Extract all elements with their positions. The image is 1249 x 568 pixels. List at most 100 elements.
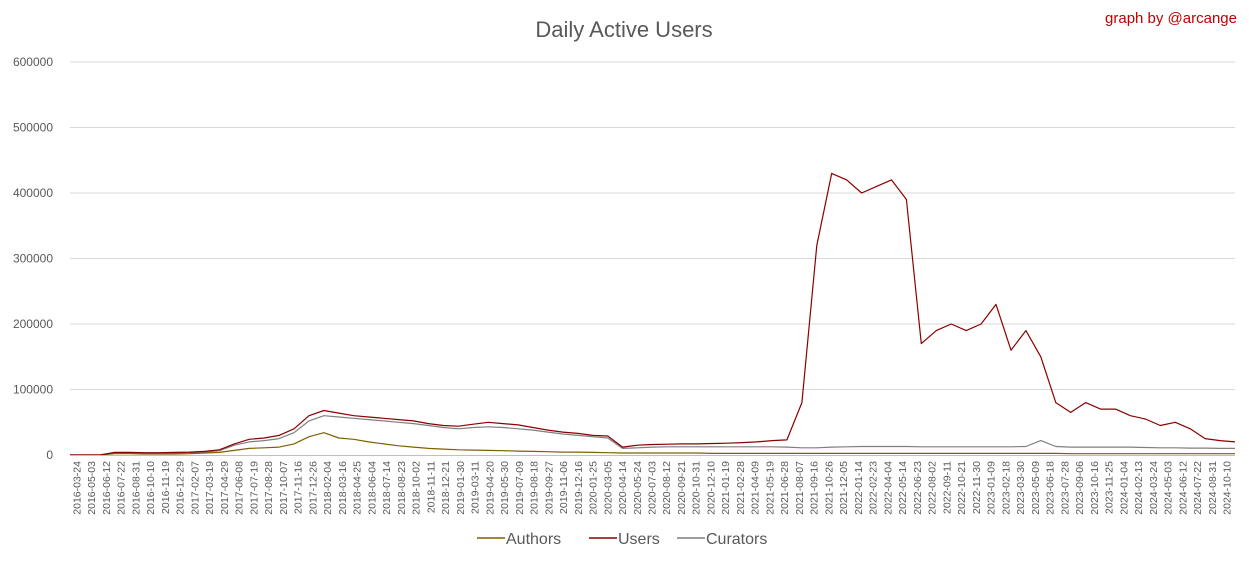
y-tick-label: 600000 xyxy=(13,55,53,69)
y-tick-label: 400000 xyxy=(13,186,53,200)
x-tick-label: 2021-10-26 xyxy=(823,461,835,515)
x-tick-label: 2022-10-21 xyxy=(956,461,968,515)
legend-label-authors: Authors xyxy=(506,531,561,548)
x-tick-label: 2018-08-23 xyxy=(396,461,408,515)
legend-label-users: Users xyxy=(618,531,660,548)
x-tick-label: 2020-10-31 xyxy=(691,461,703,515)
x-tick-label: 2023-05-09 xyxy=(1030,461,1042,515)
y-tick-label: 100000 xyxy=(13,383,53,397)
x-tick-label: 2018-02-04 xyxy=(322,461,334,515)
x-tick-label: 2016-08-31 xyxy=(130,461,142,515)
x-tick-label: 2017-10-07 xyxy=(278,461,290,515)
x-tick-label: 2023-09-06 xyxy=(1074,461,1086,515)
series-line-users xyxy=(70,172,1236,456)
x-tick-label: 2022-11-30 xyxy=(971,461,983,514)
x-tick-label: 2016-10-10 xyxy=(145,461,157,515)
x-tick-label: 2018-10-02 xyxy=(411,461,423,515)
x-tick-label: 2020-08-12 xyxy=(661,461,673,515)
x-tick-label: 2016-05-03 xyxy=(86,461,98,515)
x-tick-label: 2023-10-16 xyxy=(1089,461,1101,515)
x-tick-label: 2021-06-28 xyxy=(779,461,791,515)
x-tick-label: 2020-04-14 xyxy=(617,461,629,515)
x-tick-label: 2019-07-09 xyxy=(514,461,526,515)
x-tick-label: 2023-11-25 xyxy=(1104,461,1116,514)
x-tick-label: 2021-09-16 xyxy=(809,461,821,515)
y-tick-label: 500000 xyxy=(13,121,53,135)
x-tick-label: 2024-08-31 xyxy=(1207,461,1219,515)
x-tick-label: 2019-09-27 xyxy=(543,461,555,515)
x-tick-label: 2016-03-24 xyxy=(71,461,83,515)
x-tick-label: 2017-04-29 xyxy=(219,461,231,515)
x-tick-label: 2021-02-28 xyxy=(735,461,747,515)
x-tick-label: 2022-04-04 xyxy=(882,461,894,515)
x-tick-label: 2022-08-02 xyxy=(927,461,939,515)
x-tick-label: 2018-06-04 xyxy=(366,461,378,515)
chart-title: Daily Active Users xyxy=(535,17,712,42)
y-tick-label: 0 xyxy=(46,448,53,462)
y-tick-label: 200000 xyxy=(13,317,53,331)
x-tick-label: 2022-06-23 xyxy=(912,461,924,515)
y-axis-ticks: 0 100000 200000 300000 400000 500000 600000 xyxy=(13,55,53,462)
x-tick-label: 2017-07-19 xyxy=(248,461,260,515)
x-tick-label: 2022-05-14 xyxy=(897,461,909,515)
x-tick-label: 2019-08-18 xyxy=(529,461,541,515)
x-tick-label: 2016-07-22 xyxy=(116,461,128,515)
x-axis-ticks: 2016-03-24 2016-05-03 2016-06-12 2016-07-22… xyxy=(71,461,1233,515)
x-tick-label: 2016-11-19 xyxy=(160,461,172,514)
x-tick-label: 2019-12-16 xyxy=(573,461,585,515)
series-lines xyxy=(70,172,1236,456)
x-tick-label: 2017-06-08 xyxy=(234,461,246,515)
x-tick-label: 2021-01-19 xyxy=(720,461,732,515)
x-tick-label: 2023-06-18 xyxy=(1045,461,1057,515)
x-tick-label: 2019-03-11 xyxy=(470,461,482,514)
x-tick-label: 2024-03-24 xyxy=(1148,461,1160,515)
x-tick-label: 2018-12-21 xyxy=(440,461,452,515)
x-tick-label: 2024-05-03 xyxy=(1163,461,1175,515)
x-tick-label: 2023-02-18 xyxy=(1000,461,1012,515)
x-tick-label: 2024-06-12 xyxy=(1177,461,1189,515)
x-tick-label: 2020-05-24 xyxy=(632,461,644,515)
x-tick-label: 2024-07-22 xyxy=(1192,461,1204,515)
x-tick-label: 2022-02-23 xyxy=(868,461,880,515)
x-tick-label: 2024-02-13 xyxy=(1133,461,1145,515)
legend: Authors Users Curators xyxy=(477,531,767,548)
legend-label-curators: Curators xyxy=(706,531,767,548)
series-line-authors xyxy=(70,432,1235,456)
x-tick-label: 2017-03-19 xyxy=(204,461,216,515)
x-tick-label: 2017-11-16 xyxy=(293,461,305,514)
x-tick-label: 2016-12-29 xyxy=(175,461,187,515)
x-tick-label: 2020-03-05 xyxy=(602,461,614,515)
gridlines xyxy=(70,61,1235,390)
x-tick-label: 2023-03-30 xyxy=(1015,461,1027,515)
x-tick-label: 2021-05-19 xyxy=(764,461,776,515)
x-tick-label: 2017-12-26 xyxy=(307,461,319,515)
x-tick-label: 2020-09-21 xyxy=(676,461,688,515)
x-tick-label: 2017-02-07 xyxy=(189,461,201,515)
chart-credit: graph by @arcange xyxy=(1105,10,1237,27)
x-tick-label: 2020-07-03 xyxy=(647,461,659,515)
x-tick-label: 2016-06-12 xyxy=(101,461,113,515)
series-line-curators xyxy=(70,415,1235,456)
x-tick-label: 2023-01-09 xyxy=(986,461,998,515)
y-tick-label: 300000 xyxy=(13,252,53,266)
x-tick-label: 2020-12-10 xyxy=(705,461,717,515)
x-tick-label: 2019-11-06 xyxy=(558,461,570,514)
x-tick-label: 2024-01-04 xyxy=(1118,461,1130,515)
x-tick-label: 2018-07-14 xyxy=(381,461,393,515)
x-tick-label: 2019-04-20 xyxy=(484,461,496,515)
x-tick-label: 2019-05-30 xyxy=(499,461,511,515)
x-tick-label: 2021-08-07 xyxy=(794,461,806,515)
x-tick-label: 2018-03-16 xyxy=(337,461,349,515)
x-tick-label: 2019-01-30 xyxy=(455,461,467,515)
x-tick-label: 2018-11-11 xyxy=(425,461,437,513)
x-tick-label: 2024-10-10 xyxy=(1222,461,1234,515)
x-tick-label: 2017-08-28 xyxy=(263,461,275,515)
x-tick-label: 2022-09-11 xyxy=(941,461,953,514)
x-tick-label: 2018-04-25 xyxy=(352,461,364,515)
x-tick-label: 2022-01-14 xyxy=(853,461,865,515)
x-tick-label: 2021-04-09 xyxy=(750,461,762,515)
x-tick-label: 2023-07-28 xyxy=(1059,461,1071,515)
